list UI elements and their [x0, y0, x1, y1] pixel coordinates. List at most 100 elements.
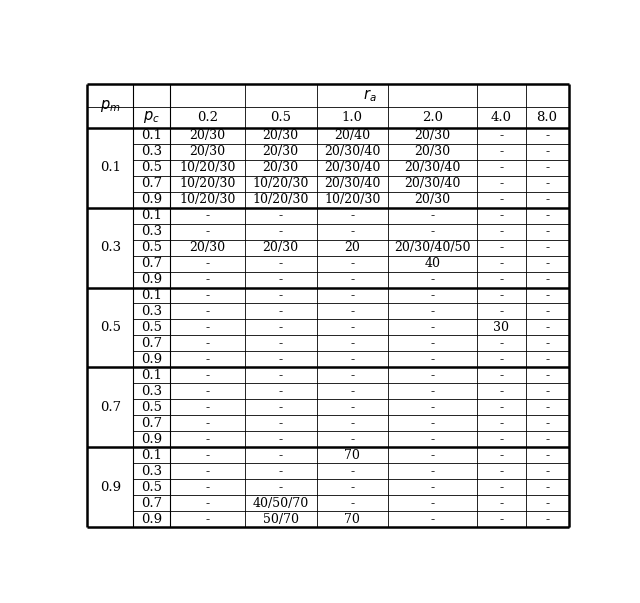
- Text: -: -: [205, 513, 210, 526]
- Text: 20/30: 20/30: [189, 129, 226, 142]
- Text: 0.9: 0.9: [141, 353, 163, 366]
- Text: -: -: [431, 305, 435, 318]
- Text: 20/30: 20/30: [415, 193, 451, 206]
- Text: 20: 20: [344, 241, 360, 254]
- Text: 0.3: 0.3: [141, 225, 163, 238]
- Text: -: -: [499, 449, 503, 462]
- Text: -: -: [545, 273, 549, 286]
- Text: -: -: [205, 449, 210, 462]
- Text: 20/30/40: 20/30/40: [324, 145, 381, 158]
- Text: -: -: [499, 193, 503, 206]
- Text: -: -: [499, 225, 503, 238]
- Text: -: -: [545, 193, 549, 206]
- Text: -: -: [278, 481, 283, 494]
- Text: -: -: [499, 305, 503, 318]
- Text: -: -: [499, 417, 503, 430]
- Text: -: -: [350, 385, 355, 398]
- Text: 0.9: 0.9: [141, 193, 163, 206]
- Text: -: -: [205, 369, 210, 382]
- Text: -: -: [431, 417, 435, 430]
- Text: -: -: [205, 497, 210, 510]
- Text: -: -: [350, 353, 355, 366]
- Text: 2.0: 2.0: [422, 111, 443, 124]
- Text: -: -: [431, 273, 435, 286]
- Text: 0.1: 0.1: [141, 369, 163, 382]
- Text: -: -: [350, 225, 355, 238]
- Text: -: -: [499, 513, 503, 526]
- Text: -: -: [350, 417, 355, 430]
- Text: 10/20/30: 10/20/30: [324, 193, 381, 206]
- Text: -: -: [545, 225, 549, 238]
- Text: -: -: [205, 273, 210, 286]
- Text: 30: 30: [493, 321, 509, 334]
- Text: 0.3: 0.3: [141, 385, 163, 398]
- Text: -: -: [545, 369, 549, 382]
- Text: -: -: [278, 417, 283, 430]
- Text: -: -: [545, 289, 549, 302]
- Text: 20/30: 20/30: [262, 129, 299, 142]
- Text: -: -: [545, 385, 549, 398]
- Text: 20/30: 20/30: [262, 161, 299, 174]
- Text: 20/30/40: 20/30/40: [404, 161, 461, 174]
- Text: $p_m$: $p_m$: [100, 98, 121, 114]
- Text: -: -: [499, 497, 503, 510]
- Text: 0.1: 0.1: [141, 209, 163, 222]
- Text: -: -: [350, 289, 355, 302]
- Text: -: -: [205, 465, 210, 478]
- Text: 0.1: 0.1: [100, 161, 121, 174]
- Text: 0.3: 0.3: [141, 305, 163, 318]
- Text: -: -: [499, 257, 503, 270]
- Text: -: -: [499, 481, 503, 494]
- Text: -: -: [431, 497, 435, 510]
- Text: 8.0: 8.0: [536, 111, 557, 124]
- Text: -: -: [545, 145, 549, 158]
- Text: 20/30: 20/30: [262, 241, 299, 254]
- Text: -: -: [278, 209, 283, 222]
- Text: 20/30: 20/30: [189, 145, 226, 158]
- Text: -: -: [278, 369, 283, 382]
- Text: -: -: [499, 369, 503, 382]
- Text: 10/20/30: 10/20/30: [180, 161, 236, 174]
- Text: -: -: [205, 433, 210, 446]
- Text: 20/30/40/50: 20/30/40/50: [394, 241, 471, 254]
- Text: -: -: [205, 257, 210, 270]
- Text: -: -: [350, 369, 355, 382]
- Text: 0.1: 0.1: [141, 449, 163, 462]
- Text: -: -: [499, 209, 503, 222]
- Text: -: -: [278, 337, 283, 350]
- Text: 0.9: 0.9: [100, 481, 121, 494]
- Text: -: -: [350, 497, 355, 510]
- Text: -: -: [545, 465, 549, 478]
- Text: 1.0: 1.0: [342, 111, 363, 124]
- Text: -: -: [205, 417, 210, 430]
- Text: 0.9: 0.9: [141, 433, 163, 446]
- Text: -: -: [350, 257, 355, 270]
- Text: -: -: [545, 433, 549, 446]
- Text: -: -: [545, 449, 549, 462]
- Text: -: -: [499, 401, 503, 414]
- Text: -: -: [499, 433, 503, 446]
- Text: -: -: [278, 449, 283, 462]
- Text: 20/30/40: 20/30/40: [324, 161, 381, 174]
- Text: 0.7: 0.7: [141, 417, 163, 430]
- Text: 0.9: 0.9: [141, 513, 163, 526]
- Text: 0.3: 0.3: [100, 241, 121, 254]
- Text: -: -: [431, 209, 435, 222]
- Text: -: -: [545, 177, 549, 190]
- Text: -: -: [431, 433, 435, 446]
- Text: -: -: [499, 273, 503, 286]
- Text: 40: 40: [424, 257, 440, 270]
- Text: 10/20/30: 10/20/30: [253, 193, 309, 206]
- Text: -: -: [278, 225, 283, 238]
- Text: -: -: [499, 337, 503, 350]
- Text: -: -: [499, 241, 503, 254]
- Text: 50/70: 50/70: [263, 513, 299, 526]
- Text: 20/30: 20/30: [262, 145, 299, 158]
- Text: -: -: [205, 225, 210, 238]
- Text: -: -: [545, 209, 549, 222]
- Text: 0.9: 0.9: [141, 273, 163, 286]
- Text: -: -: [431, 337, 435, 350]
- Text: -: -: [278, 289, 283, 302]
- Text: 0.5: 0.5: [270, 111, 291, 124]
- Text: -: -: [545, 257, 549, 270]
